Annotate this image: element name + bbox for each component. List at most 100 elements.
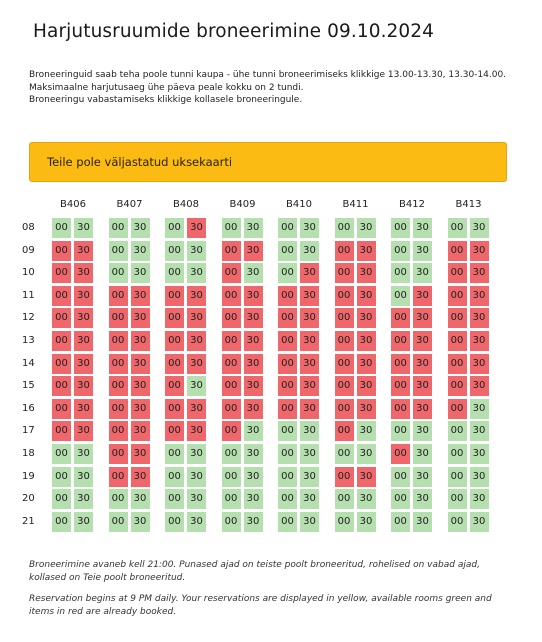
time-slot-booked[interactable]: 00: [51, 239, 72, 262]
time-slot-free[interactable]: 30: [299, 217, 320, 239]
time-slot-booked[interactable]: 00: [446, 330, 468, 352]
time-slot-free[interactable]: 00: [107, 488, 129, 511]
time-slot-free[interactable]: 30: [412, 510, 433, 533]
time-slot-booked[interactable]: 00: [333, 397, 355, 420]
time-slot-booked[interactable]: 00: [107, 352, 129, 375]
time-slot-booked[interactable]: 00: [277, 307, 298, 330]
time-slot-free[interactable]: 00: [390, 217, 411, 239]
time-slot-free[interactable]: 30: [412, 420, 433, 443]
time-slot-booked[interactable]: 30: [73, 307, 94, 330]
time-slot-booked[interactable]: 30: [299, 330, 320, 352]
time-slot-free[interactable]: 30: [186, 465, 207, 488]
time-slot-free[interactable]: 00: [277, 217, 298, 239]
time-slot-free[interactable]: 00: [446, 443, 468, 465]
time-slot-free[interactable]: 00: [164, 465, 185, 488]
time-slot-booked[interactable]: 30: [129, 397, 151, 420]
time-slot-booked[interactable]: 30: [129, 375, 151, 398]
time-slot-booked[interactable]: 00: [333, 352, 355, 375]
time-slot-booked[interactable]: 30: [129, 307, 151, 330]
time-slot-booked[interactable]: 30: [468, 262, 490, 285]
time-slot-free[interactable]: 00: [446, 217, 468, 239]
time-slot-free[interactable]: 00: [390, 239, 411, 262]
time-slot-booked[interactable]: 00: [51, 420, 72, 443]
time-slot-booked[interactable]: 30: [355, 397, 377, 420]
time-slot-booked[interactable]: 30: [468, 375, 490, 398]
time-slot-booked[interactable]: 00: [220, 420, 242, 443]
time-slot-free[interactable]: 30: [355, 510, 377, 533]
time-slot-booked[interactable]: 00: [446, 375, 468, 398]
time-slot-free[interactable]: 00: [164, 510, 185, 533]
time-slot-booked[interactable]: 30: [468, 284, 490, 307]
time-slot-booked[interactable]: 30: [299, 397, 320, 420]
time-slot-booked[interactable]: 30: [299, 262, 320, 285]
time-slot-free[interactable]: 30: [299, 488, 320, 511]
time-slot-free[interactable]: 30: [129, 488, 151, 511]
time-slot-booked[interactable]: 00: [220, 284, 242, 307]
time-slot-booked[interactable]: 30: [129, 465, 151, 488]
time-slot-free[interactable]: 00: [220, 465, 242, 488]
time-slot-free[interactable]: 00: [164, 262, 185, 285]
time-slot-booked[interactable]: 00: [164, 375, 185, 398]
time-slot-free[interactable]: 30: [186, 510, 207, 533]
time-slot-free[interactable]: 00: [333, 217, 355, 239]
time-slot-booked[interactable]: 30: [242, 307, 264, 330]
time-slot-booked[interactable]: 30: [468, 352, 490, 375]
time-slot-booked[interactable]: 30: [129, 352, 151, 375]
time-slot-free[interactable]: 30: [355, 420, 377, 443]
time-slot-free[interactable]: 30: [73, 443, 94, 465]
time-slot-free[interactable]: 30: [468, 465, 490, 488]
time-slot-booked[interactable]: 30: [412, 397, 433, 420]
time-slot-booked[interactable]: 00: [220, 239, 242, 262]
time-slot-booked[interactable]: 30: [129, 330, 151, 352]
time-slot-free[interactable]: 00: [164, 217, 185, 239]
time-slot-free[interactable]: 30: [129, 262, 151, 285]
time-slot-free[interactable]: 00: [277, 420, 298, 443]
time-slot-free[interactable]: 00: [277, 488, 298, 511]
time-slot-booked[interactable]: 30: [355, 284, 377, 307]
time-slot-free[interactable]: 30: [129, 510, 151, 533]
time-slot-free[interactable]: 00: [220, 217, 242, 239]
time-slot-free[interactable]: 30: [412, 217, 433, 239]
time-slot-booked[interactable]: 30: [242, 397, 264, 420]
time-slot-booked[interactable]: 00: [333, 284, 355, 307]
time-slot-booked[interactable]: 00: [51, 262, 72, 285]
time-slot-booked[interactable]: 30: [299, 375, 320, 398]
time-slot-booked[interactable]: 30: [412, 330, 433, 352]
time-slot-free[interactable]: 00: [51, 465, 72, 488]
time-slot-booked[interactable]: 30: [242, 284, 264, 307]
time-slot-booked[interactable]: 00: [333, 330, 355, 352]
time-slot-free[interactable]: 30: [73, 488, 94, 511]
time-slot-booked[interactable]: 00: [333, 375, 355, 398]
time-slot-booked[interactable]: 30: [355, 375, 377, 398]
time-slot-booked[interactable]: 00: [164, 330, 185, 352]
time-slot-booked[interactable]: 00: [107, 465, 129, 488]
time-slot-booked[interactable]: 30: [468, 307, 490, 330]
time-slot-free[interactable]: 30: [299, 239, 320, 262]
time-slot-free[interactable]: 00: [277, 262, 298, 285]
time-slot-booked[interactable]: 30: [242, 330, 264, 352]
time-slot-booked[interactable]: 00: [446, 284, 468, 307]
time-slot-booked[interactable]: 00: [277, 397, 298, 420]
time-slot-booked[interactable]: 00: [333, 420, 355, 443]
time-slot-free[interactable]: 30: [242, 488, 264, 511]
time-slot-free[interactable]: 30: [299, 465, 320, 488]
time-slot-booked[interactable]: 30: [412, 352, 433, 375]
time-slot-free[interactable]: 30: [242, 465, 264, 488]
time-slot-free[interactable]: 00: [164, 239, 185, 262]
time-slot-free[interactable]: 00: [390, 420, 411, 443]
time-slot-free[interactable]: 30: [299, 420, 320, 443]
time-slot-booked[interactable]: 30: [355, 465, 377, 488]
time-slot-booked[interactable]: 00: [277, 375, 298, 398]
time-slot-booked[interactable]: 00: [51, 330, 72, 352]
time-slot-booked[interactable]: 00: [107, 420, 129, 443]
time-slot-free[interactable]: 30: [186, 488, 207, 511]
time-slot-booked[interactable]: 30: [73, 352, 94, 375]
time-slot-free[interactable]: 30: [73, 465, 94, 488]
time-slot-booked[interactable]: 00: [220, 262, 242, 285]
time-slot-free[interactable]: 30: [186, 375, 207, 398]
time-slot-booked[interactable]: 30: [73, 397, 94, 420]
time-slot-free[interactable]: 00: [390, 465, 411, 488]
time-slot-booked[interactable]: 30: [73, 284, 94, 307]
time-slot-free[interactable]: 30: [242, 510, 264, 533]
time-slot-free[interactable]: 00: [277, 465, 298, 488]
